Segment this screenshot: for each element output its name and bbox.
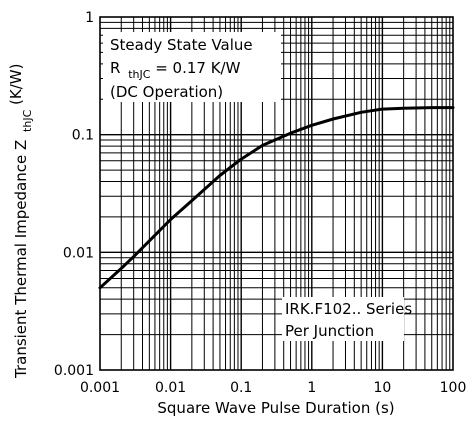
- rthjc-subscript: thJC: [128, 68, 151, 81]
- x-tick-labels: 0.001 0.01 0.1 1 10 100: [80, 380, 466, 396]
- series-note-annotation: IRK.F102.. Series Per Junction: [282, 297, 412, 341]
- x-tick-label: 0.01: [155, 380, 186, 396]
- rthjc-symbol: R: [110, 59, 120, 77]
- rthjc-value: = 0.17 K/W: [155, 59, 240, 77]
- x-tick-label: 10: [373, 380, 391, 396]
- steady-state-annotation: Steady State Value R thJC = 0.17 K/W (DC…: [103, 32, 281, 102]
- y-axis-label-unit: (K/W): [7, 64, 25, 105]
- dc-operation-label: (DC Operation): [110, 83, 223, 101]
- series-note-bg: [282, 297, 404, 341]
- x-tick-label: 0.1: [230, 380, 252, 396]
- x-tick-label: 100: [440, 380, 467, 396]
- x-tick-label: 1: [307, 380, 316, 396]
- y-tick-labels: 1 0.1 0.01 0.001: [54, 10, 94, 379]
- series-note-line2: Per Junction: [285, 322, 374, 340]
- y-tick-label: 0.001: [54, 363, 94, 379]
- y-tick-label: 0.01: [63, 245, 94, 261]
- plot-frame: [99, 16, 454, 371]
- y-axis-label: Transient Thermal Impedance Z thJC (K/W): [7, 64, 35, 379]
- y-axis-label-sub: thJC: [21, 109, 34, 132]
- series-note-line1: IRK.F102.. Series: [285, 300, 412, 318]
- series-line: [98, 106, 455, 290]
- x-tick-label: 0.001: [80, 380, 120, 396]
- steady-state-annotation-bg: [103, 32, 281, 102]
- y-tick-label: 0.1: [72, 128, 94, 144]
- steady-state-title: Steady State Value: [110, 36, 253, 54]
- y-tick-label: 1: [85, 10, 94, 26]
- x-axis-label: Square Wave Pulse Duration (s): [157, 399, 394, 417]
- rthjc-value-line: R thJC = 0.17 K/W: [110, 59, 241, 82]
- y-axis-label-main: Transient Thermal Impedance Z: [12, 140, 30, 379]
